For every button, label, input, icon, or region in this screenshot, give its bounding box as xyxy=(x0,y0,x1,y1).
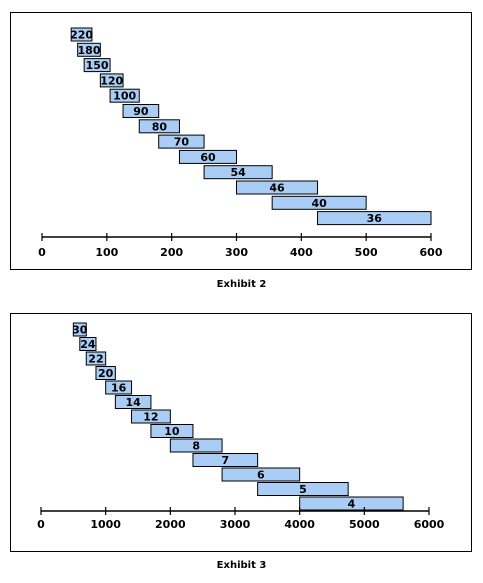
x-tick-label: 500 xyxy=(355,246,378,259)
bar xyxy=(85,351,107,366)
bar xyxy=(77,42,101,57)
bar xyxy=(169,438,223,453)
bar-label: 5 xyxy=(299,483,307,496)
bar xyxy=(271,195,367,210)
bar-label: 180 xyxy=(78,44,101,57)
bar-label: 7 xyxy=(221,454,229,467)
bar xyxy=(221,467,301,482)
x-tick-label: 300 xyxy=(225,246,248,259)
bar xyxy=(192,453,259,467)
bar xyxy=(150,424,194,438)
bar xyxy=(83,58,111,73)
x-tick-label: 0 xyxy=(37,518,45,531)
x-tick-label: 6000 xyxy=(414,518,445,531)
bar-label: 150 xyxy=(86,59,109,72)
bar-label: 40 xyxy=(312,197,328,210)
x-tick-label: 3000 xyxy=(220,518,251,531)
bar-label: 54 xyxy=(230,166,246,179)
bar-label: 80 xyxy=(152,120,168,133)
bar-label: 8 xyxy=(192,440,200,453)
bar xyxy=(138,119,180,134)
bar-label: 22 xyxy=(88,353,103,366)
bar-label: 16 xyxy=(111,382,127,395)
bar xyxy=(105,380,133,395)
bar-label: 120 xyxy=(100,74,123,87)
x-tick-label: 2000 xyxy=(155,518,186,531)
bar-label: 36 xyxy=(367,212,383,225)
x-tick-label: 4000 xyxy=(284,518,315,531)
bar xyxy=(131,409,171,424)
bar-label: 20 xyxy=(98,367,114,380)
chart-panel-exhibit-2: 220 180 150 120 100 90 80 70 60 54 46 40 36 0 100 200 30… xyxy=(10,12,472,270)
x-tick-label: 1000 xyxy=(90,518,121,531)
bar xyxy=(72,322,87,337)
chart-panel-exhibit-3: 30 24 22 20 16 14 12 10 8 7 6 5 4 0 1000 2000 3000 4000 50… xyxy=(10,313,472,552)
bar-label: 10 xyxy=(164,425,180,438)
bar xyxy=(122,104,160,118)
x-tick-label: 200 xyxy=(160,246,183,259)
bar xyxy=(178,149,238,164)
bar-label: 90 xyxy=(133,105,149,118)
bar-label: 70 xyxy=(174,136,190,149)
caption-exhibit-3: Exhibit 3 xyxy=(216,560,267,571)
bar xyxy=(95,366,116,380)
bar xyxy=(79,337,97,351)
bar xyxy=(114,395,152,409)
bar xyxy=(299,496,404,511)
bar xyxy=(99,73,124,88)
x-tick-label: 400 xyxy=(290,246,313,259)
bar xyxy=(257,482,349,496)
bar-label: 30 xyxy=(72,324,88,337)
x-tick-label: 100 xyxy=(95,246,118,259)
bar xyxy=(109,88,140,103)
bar-label: 4 xyxy=(348,498,356,511)
x-tick-label: 600 xyxy=(420,246,443,259)
x-tick-label: 5000 xyxy=(349,518,380,531)
bar xyxy=(70,27,93,42)
bar xyxy=(236,180,319,195)
bar-label: 60 xyxy=(200,151,216,164)
x-tick-label: 0 xyxy=(38,246,46,259)
bar-label: 24 xyxy=(80,338,96,351)
bar xyxy=(317,211,432,226)
bar xyxy=(158,134,205,149)
bar-label: 12 xyxy=(143,411,158,424)
bar-label: 100 xyxy=(113,90,136,103)
bar-label: 46 xyxy=(269,182,285,195)
bar-label: 6 xyxy=(257,469,265,482)
bar xyxy=(203,165,273,180)
bar-label: 220 xyxy=(70,29,93,42)
bar-label: 14 xyxy=(125,396,141,409)
caption-exhibit-2: Exhibit 2 xyxy=(216,279,267,290)
